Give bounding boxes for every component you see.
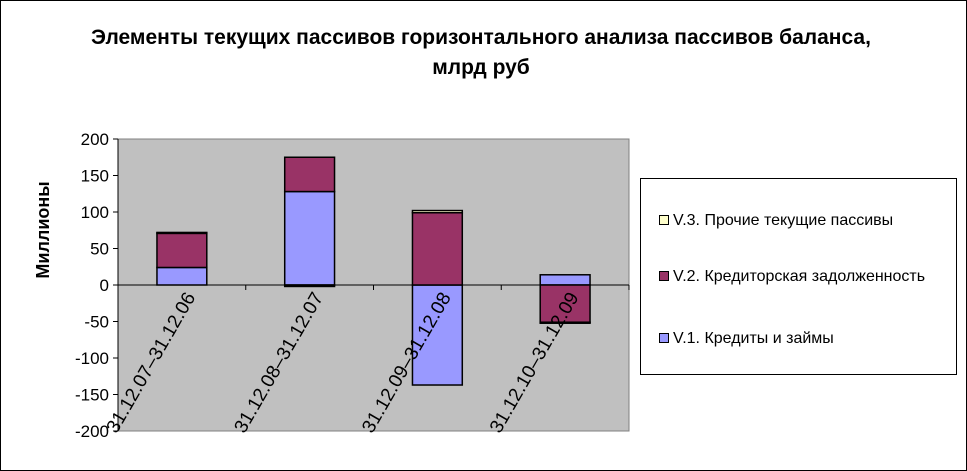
bar-segment-s3 [539, 321, 591, 324]
y-tick-label: 50 [90, 240, 109, 259]
y-tick-label: 100 [81, 203, 109, 222]
bar-segment-s3 [411, 209, 464, 214]
y-tick-label: 200 [81, 130, 109, 149]
y-axis-title: Миллионы [33, 181, 53, 278]
legend-swatch [659, 215, 669, 225]
legend-item: V.2. Кредиторская задолженность [659, 265, 949, 289]
bar-segment-s1 [283, 190, 336, 286]
legend-swatch [659, 271, 669, 281]
chart-title: Элементы текущих пассивов горизонтальног… [91, 26, 871, 79]
bar-segment-s2 [283, 156, 336, 193]
bar-segment-s1 [156, 266, 208, 286]
y-tick-label: -200 [75, 422, 109, 441]
y-tick-label: -50 [84, 313, 109, 332]
y-tick-label: 0 [100, 276, 109, 295]
legend-item: V.1. Кредиты и займы [659, 327, 949, 351]
legend-item: V.3. Прочие текущие пассивы [659, 209, 949, 233]
y-tick-label: -100 [75, 349, 109, 368]
bar-segment-s2 [411, 211, 464, 286]
legend-label: V.2. Кредиторская задолженность [673, 268, 926, 285]
legend-label: V.3. Прочие текущие пассивы [673, 212, 894, 229]
y-tick-label: -150 [75, 386, 109, 405]
legend: V.3. Прочие текущие пассивы V.2. Кредитор… [640, 178, 957, 375]
bar-segment-s1 [539, 274, 591, 286]
bar-segment-s3 [156, 231, 208, 235]
bar-segment-s2 [156, 232, 208, 269]
legend-label: V.1. Кредиты и займы [673, 330, 834, 347]
y-tick-label: 150 [81, 167, 109, 186]
legend-swatch [659, 333, 669, 343]
